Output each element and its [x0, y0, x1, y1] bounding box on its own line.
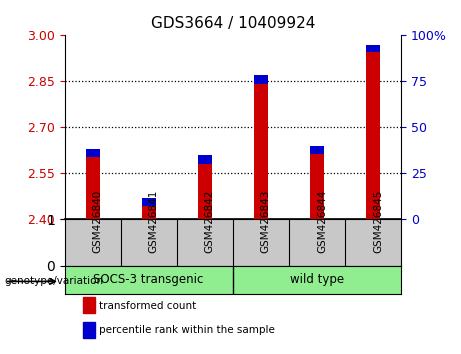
Title: GDS3664 / 10409924: GDS3664 / 10409924	[151, 16, 315, 32]
Bar	[233, 266, 401, 294]
Bar	[310, 154, 324, 219]
Bar	[86, 156, 100, 219]
Bar	[65, 266, 233, 294]
Bar	[254, 75, 268, 85]
Text: GSM426845: GSM426845	[373, 190, 383, 253]
Text: SOCS-3 transgenic: SOCS-3 transgenic	[94, 273, 204, 286]
Text: percentile rank within the sample: percentile rank within the sample	[99, 325, 275, 335]
Bar	[86, 149, 100, 156]
Bar	[198, 164, 212, 219]
Text: GSM426844: GSM426844	[317, 190, 327, 253]
Bar	[254, 85, 268, 219]
Text: genotype/variation: genotype/variation	[5, 276, 104, 286]
Text: wild type: wild type	[290, 273, 344, 286]
Text: GSM426842: GSM426842	[205, 190, 215, 253]
Text: GSM426841: GSM426841	[148, 190, 159, 253]
Text: GSM426843: GSM426843	[261, 190, 271, 253]
Bar	[310, 146, 324, 154]
Text: transformed count: transformed count	[99, 301, 196, 310]
Bar	[366, 52, 380, 219]
Text: GSM426840: GSM426840	[93, 190, 103, 253]
Bar	[366, 45, 380, 52]
Bar	[142, 198, 156, 206]
Bar	[142, 206, 156, 219]
Bar	[198, 155, 212, 164]
